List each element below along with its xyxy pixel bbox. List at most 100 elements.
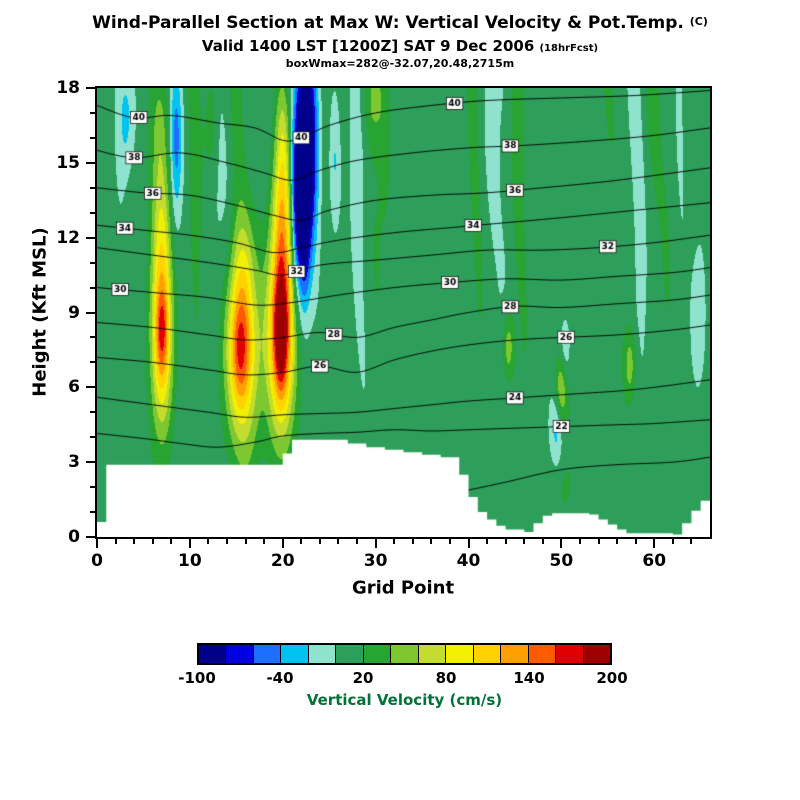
chart-title-text: Wind-Parallel Section at Max W: Vertical… [92, 13, 684, 33]
colorbar-segment [418, 645, 447, 663]
wmax-info-line: boxWmax=282@-32.07,20.48,2715m [285, 57, 515, 70]
colorbar-tick-label: 80 [435, 669, 457, 687]
x-minor-tick [523, 539, 526, 544]
x-major-tick [467, 539, 470, 548]
y-tick-label: 6 [68, 377, 80, 398]
colorbar-segment [363, 645, 392, 663]
x-major-tick [281, 539, 284, 548]
x-minor-tick [133, 539, 136, 544]
x-major-tick [188, 539, 191, 548]
colorbar-segment [583, 645, 611, 663]
colorbar-segment [473, 645, 502, 663]
x-minor-tick [430, 539, 433, 544]
colorbar-segment [281, 645, 309, 663]
x-tick-label: 50 [549, 551, 574, 571]
y-minor-tick [90, 411, 95, 414]
colorbar-segment [253, 645, 282, 663]
y-minor-tick [90, 361, 95, 364]
colorbar-label: Vertical Velocity (cm/s) [306, 691, 503, 709]
colorbar-segment [336, 645, 364, 663]
y-major-tick [86, 236, 95, 239]
y-minor-tick [90, 261, 95, 264]
y-tick-label: 18 [56, 78, 80, 98]
y-major-tick [86, 536, 95, 538]
x-minor-tick [541, 539, 544, 544]
x-minor-tick [616, 539, 619, 544]
chart-subtitle: Valid 1400 LST [1200Z] SAT 9 Dec 2006 (1… [0, 37, 800, 55]
x-minor-tick [114, 539, 117, 544]
x-tick-label: 40 [456, 551, 481, 571]
x-minor-tick [300, 539, 303, 544]
x-minor-tick [226, 539, 229, 544]
cross-section-canvas [97, 88, 710, 537]
y-minor-tick [90, 286, 95, 289]
y-minor-tick [90, 436, 95, 439]
x-major-tick [96, 539, 98, 548]
x-major-tick [560, 539, 563, 548]
colorbar-tick-label: 140 [513, 669, 545, 687]
x-major-tick [374, 539, 377, 548]
chart-title: Wind-Parallel Section at Max W: Vertical… [0, 13, 800, 33]
x-tick-label: 60 [642, 551, 667, 571]
x-minor-tick [578, 539, 581, 544]
y-minor-tick [90, 211, 95, 214]
x-minor-tick [151, 539, 154, 544]
colorbar-segment [501, 645, 529, 663]
colorbar-segment [226, 645, 254, 663]
colorbar-tick-label: 200 [596, 669, 628, 687]
colorbar-segment [528, 645, 557, 663]
y-major-tick [86, 87, 95, 89]
colorbar-segment [556, 645, 584, 663]
chart-title-units: (C) [689, 15, 708, 28]
x-minor-tick [504, 539, 507, 544]
colorbar-segment [391, 645, 419, 663]
colorbar [197, 643, 612, 665]
x-minor-tick [486, 539, 489, 544]
x-minor-tick [448, 539, 451, 544]
x-tick-label: 30 [363, 551, 388, 571]
x-minor-tick [634, 539, 637, 544]
y-tick-label: 0 [68, 527, 80, 547]
y-minor-tick [90, 136, 95, 139]
y-minor-tick [90, 486, 95, 489]
valid-time-text: Valid 1400 LST [1200Z] SAT 9 Dec 2006 [201, 37, 535, 55]
y-minor-tick [90, 511, 95, 514]
x-minor-tick [318, 539, 321, 544]
plot-frame [95, 86, 712, 539]
x-minor-tick [337, 539, 340, 544]
y-tick-label: 15 [56, 152, 80, 173]
x-tick-label: 10 [178, 551, 202, 571]
colorbar-segment [308, 645, 337, 663]
y-tick-label: 12 [56, 227, 80, 248]
x-major-tick [653, 539, 656, 548]
x-minor-tick [597, 539, 600, 544]
colorbar-tick-label: 20 [352, 669, 374, 687]
y-minor-tick [90, 336, 95, 339]
forecast-hour-text: (18hrFcst) [539, 43, 599, 54]
x-minor-tick [671, 539, 674, 544]
x-minor-tick [356, 539, 359, 544]
y-minor-tick [90, 186, 95, 189]
x-minor-tick [393, 539, 396, 544]
y-tick-label: 3 [68, 452, 80, 473]
colorbar-tick-label: -40 [266, 669, 294, 687]
colorbar-tick-label: -100 [178, 669, 216, 687]
y-major-tick [86, 161, 95, 164]
x-minor-tick [263, 539, 266, 544]
x-minor-tick [690, 539, 693, 544]
y-tick-label: 9 [68, 302, 80, 323]
x-minor-tick [411, 539, 414, 544]
colorbar-segment [199, 645, 227, 663]
x-minor-tick [170, 539, 173, 544]
x-axis-label: Grid Point [351, 577, 455, 599]
x-minor-tick [244, 539, 247, 544]
y-major-tick [86, 386, 95, 389]
y-minor-tick [90, 111, 95, 114]
x-minor-tick [207, 539, 210, 544]
x-tick-label: 20 [270, 551, 295, 571]
y-major-tick [86, 461, 95, 464]
x-tick-label: 0 [91, 551, 103, 571]
colorbar-segment [446, 645, 474, 663]
y-major-tick [86, 311, 95, 314]
